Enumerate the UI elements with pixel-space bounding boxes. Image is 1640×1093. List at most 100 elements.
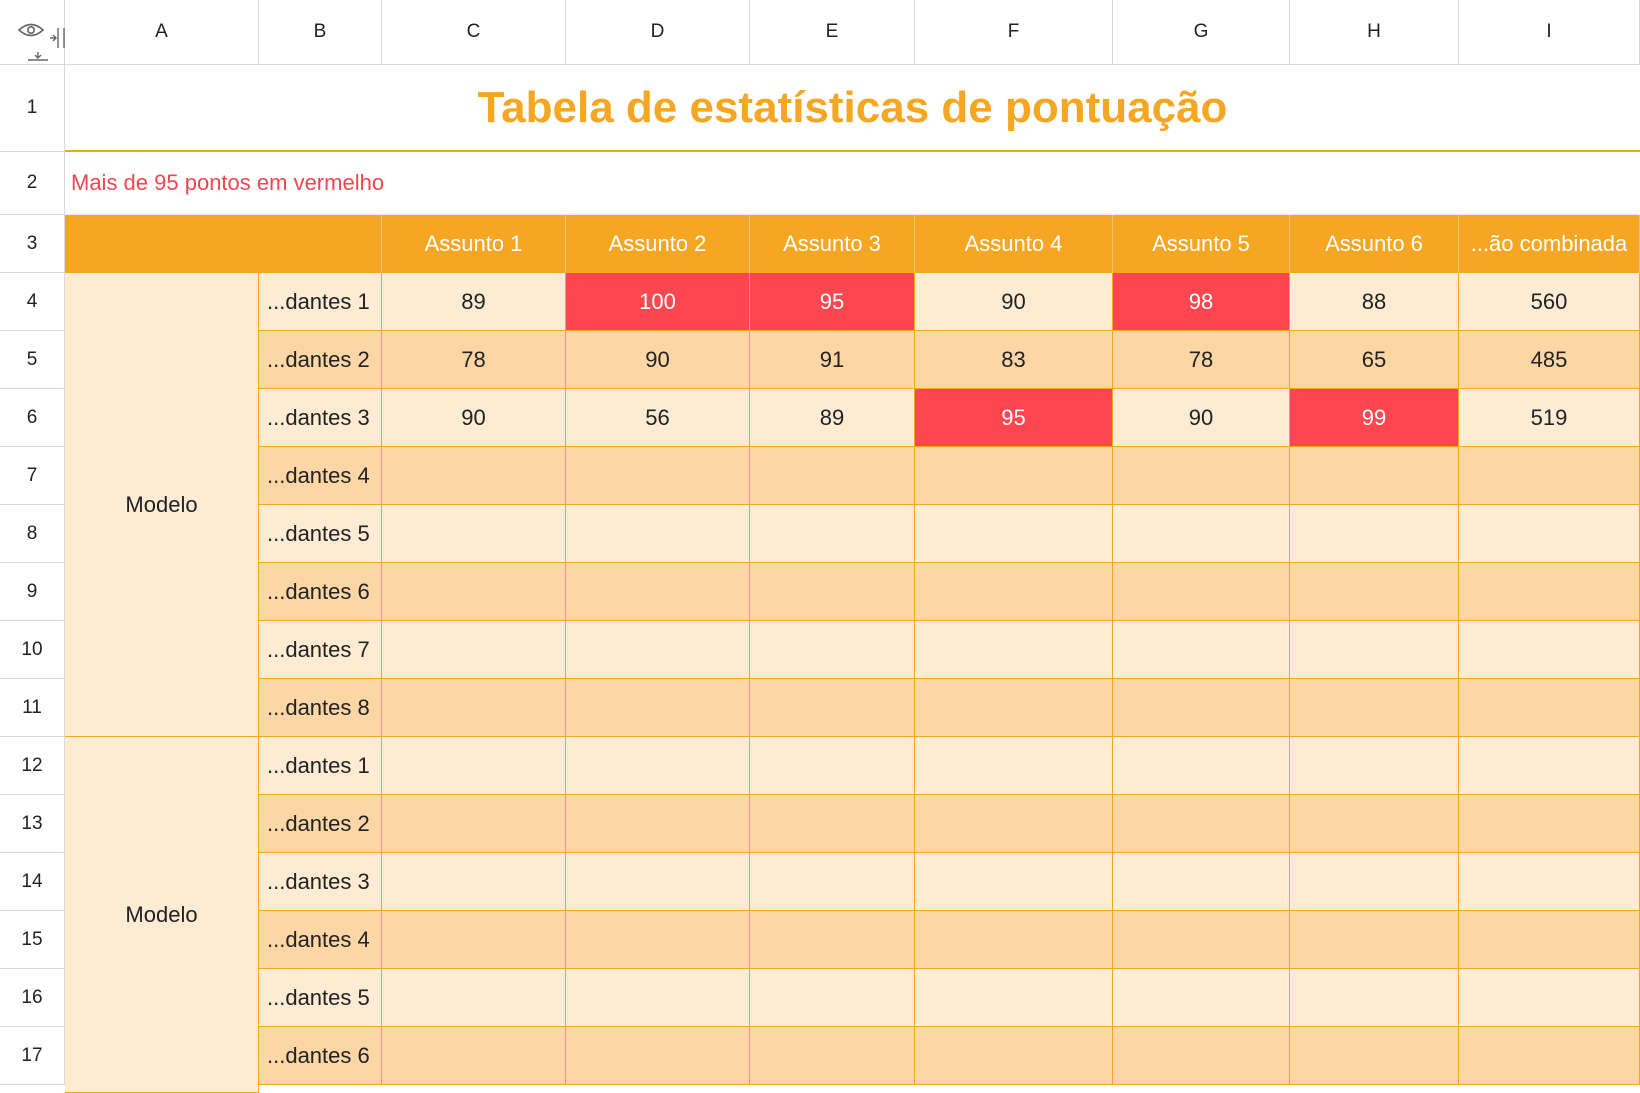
score-cell[interactable] [1459, 911, 1640, 969]
student-label-cell[interactable]: ...dantes 8 [259, 679, 382, 737]
row-header-12[interactable]: 12 [0, 737, 65, 795]
score-cell[interactable] [566, 679, 750, 737]
score-cell[interactable] [566, 969, 750, 1027]
row-header-15[interactable]: 15 [0, 911, 65, 969]
score-cell[interactable] [750, 969, 915, 1027]
score-cell[interactable] [915, 911, 1113, 969]
score-cell[interactable] [1290, 795, 1459, 853]
row-header-2[interactable]: 2 [0, 152, 65, 215]
score-cell[interactable] [750, 853, 915, 911]
score-cell[interactable] [750, 621, 915, 679]
eye-icon[interactable] [18, 22, 44, 38]
student-label-cell[interactable]: ...dantes 4 [259, 911, 382, 969]
row-header-5[interactable]: 5 [0, 331, 65, 389]
score-cell[interactable] [750, 911, 915, 969]
score-cell[interactable] [1113, 853, 1290, 911]
group-model-cell[interactable]: Modelo [65, 737, 259, 1093]
score-cell[interactable]: 90 [382, 389, 566, 447]
row-header-13[interactable]: 13 [0, 795, 65, 853]
score-cell[interactable] [915, 621, 1113, 679]
student-label-cell[interactable]: ...dantes 1 [259, 273, 382, 331]
score-cell[interactable]: 519 [1459, 389, 1640, 447]
score-cell[interactable] [566, 737, 750, 795]
student-label-cell[interactable]: ...dantes 5 [259, 969, 382, 1027]
score-cell[interactable] [382, 737, 566, 795]
score-cell[interactable] [915, 563, 1113, 621]
student-label-cell[interactable]: ...dantes 6 [259, 1027, 382, 1085]
group-model-cell[interactable]: Modelo [65, 273, 259, 737]
score-cell[interactable] [382, 447, 566, 505]
score-cell[interactable] [915, 853, 1113, 911]
header-cell-subject[interactable]: Assunto 2 [566, 215, 750, 273]
row-header-9[interactable]: 9 [0, 563, 65, 621]
score-cell[interactable] [382, 621, 566, 679]
score-cell[interactable] [1459, 853, 1640, 911]
column-header-c[interactable]: C [382, 0, 566, 65]
score-cell[interactable]: 83 [915, 331, 1113, 389]
score-cell[interactable] [750, 563, 915, 621]
column-header-h[interactable]: H [1290, 0, 1459, 65]
header-cell-subject[interactable]: Assunto 1 [382, 215, 566, 273]
score-cell[interactable] [566, 911, 750, 969]
score-cell[interactable]: 89 [382, 273, 566, 331]
score-cell[interactable] [915, 737, 1113, 795]
student-label-cell[interactable]: ...dantes 5 [259, 505, 382, 563]
collapse-columns-icon[interactable] [48, 26, 78, 50]
score-cell[interactable] [382, 505, 566, 563]
score-cell[interactable] [382, 679, 566, 737]
score-cell[interactable] [915, 1027, 1113, 1085]
score-cell[interactable] [1290, 505, 1459, 563]
score-cell[interactable] [1459, 795, 1640, 853]
score-cell[interactable] [1459, 621, 1640, 679]
score-cell[interactable] [1459, 447, 1640, 505]
score-cell[interactable] [382, 1027, 566, 1085]
sheet-title[interactable]: Tabela de estatísticas de pontuação [65, 65, 1640, 152]
score-cell[interactable] [1459, 737, 1640, 795]
score-cell[interactable]: 95 [915, 389, 1113, 447]
row-header-8[interactable]: 8 [0, 505, 65, 563]
score-cell[interactable] [1113, 447, 1290, 505]
column-header-d[interactable]: D [566, 0, 750, 65]
column-header-a[interactable]: A [65, 0, 259, 65]
row-header-14[interactable]: 14 [0, 853, 65, 911]
score-cell[interactable] [1113, 1027, 1290, 1085]
score-cell[interactable] [750, 679, 915, 737]
header-cell-subject[interactable]: Assunto 6 [1290, 215, 1459, 273]
score-cell[interactable] [1290, 737, 1459, 795]
score-cell[interactable]: 56 [566, 389, 750, 447]
score-cell[interactable] [750, 505, 915, 563]
score-cell[interactable] [1290, 447, 1459, 505]
score-cell[interactable] [915, 679, 1113, 737]
score-cell[interactable] [1113, 795, 1290, 853]
column-header-e[interactable]: E [750, 0, 915, 65]
column-header-f[interactable]: F [915, 0, 1113, 65]
header-cell-subject[interactable]: Assunto 4 [915, 215, 1113, 273]
score-cell[interactable]: 485 [1459, 331, 1640, 389]
header-cell-subject[interactable]: Assunto 3 [750, 215, 915, 273]
score-cell[interactable] [1290, 969, 1459, 1027]
score-cell[interactable] [1290, 1027, 1459, 1085]
score-cell[interactable] [1459, 505, 1640, 563]
score-cell[interactable] [382, 795, 566, 853]
score-cell[interactable] [1113, 969, 1290, 1027]
score-cell[interactable] [1459, 563, 1640, 621]
row-header-4[interactable]: 4 [0, 273, 65, 331]
student-label-cell[interactable]: ...dantes 2 [259, 331, 382, 389]
score-cell[interactable] [750, 1027, 915, 1085]
student-label-cell[interactable]: ...dantes 3 [259, 853, 382, 911]
score-cell[interactable] [1290, 563, 1459, 621]
row-header-16[interactable]: 16 [0, 969, 65, 1027]
score-cell[interactable]: 89 [750, 389, 915, 447]
score-cell[interactable]: 78 [382, 331, 566, 389]
score-cell[interactable] [1113, 563, 1290, 621]
score-cell[interactable] [566, 505, 750, 563]
score-cell[interactable] [1113, 621, 1290, 679]
score-cell[interactable] [382, 853, 566, 911]
score-cell[interactable] [1290, 679, 1459, 737]
score-cell[interactable] [1459, 1027, 1640, 1085]
score-cell[interactable] [566, 447, 750, 505]
score-cell[interactable] [566, 795, 750, 853]
score-cell[interactable] [1113, 737, 1290, 795]
score-cell[interactable] [1290, 853, 1459, 911]
score-cell[interactable] [750, 447, 915, 505]
